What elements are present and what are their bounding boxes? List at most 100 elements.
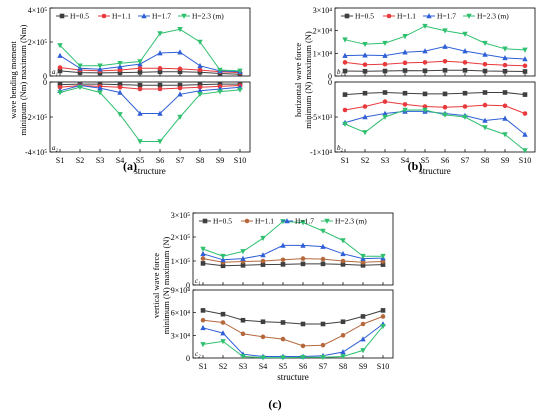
x-tick-label: S7 <box>461 156 469 165</box>
data-point <box>157 66 163 71</box>
x-tick-label: S1 <box>199 362 207 371</box>
x-tick-label: S3 <box>381 156 389 165</box>
data-point <box>402 34 408 40</box>
data-point <box>197 67 203 73</box>
legend-label: H=1.1 <box>112 12 131 21</box>
data-point <box>442 68 448 73</box>
data-point <box>502 132 508 138</box>
data-point <box>442 58 448 64</box>
data-point <box>117 70 123 75</box>
data-point <box>137 82 143 88</box>
data-point <box>280 320 286 325</box>
data-point <box>137 59 143 65</box>
data-point <box>522 56 528 62</box>
legend-label: H=1.1 <box>397 12 416 21</box>
x-tick-label: S6 <box>156 156 164 165</box>
data-point <box>462 114 468 120</box>
data-point <box>462 68 468 73</box>
data-point <box>360 253 366 260</box>
data-point <box>342 121 348 127</box>
data-point <box>177 66 183 72</box>
data-point <box>280 219 286 225</box>
data-point <box>220 339 226 345</box>
data-point <box>362 104 368 109</box>
data-point <box>177 91 183 97</box>
data-point <box>442 112 448 118</box>
data-point <box>200 324 206 331</box>
data-point <box>482 61 488 67</box>
data-point <box>177 82 183 88</box>
data-point <box>422 107 428 113</box>
data-point <box>117 84 123 90</box>
data-point <box>502 103 508 109</box>
series-line <box>202 220 383 257</box>
plot-c-bottom: 0 3×10⁴ 6×10⁴ 9×10⁴ S1 S2 S3 S4 S5 S6 S7 S8 S9 S10 <box>171 286 394 371</box>
series-line <box>202 325 384 359</box>
data-point <box>320 261 326 267</box>
data-point <box>402 107 408 113</box>
plot-frame <box>334 7 536 77</box>
x-tick-label: S1 <box>56 156 64 165</box>
legend-marker <box>181 13 187 19</box>
data-point <box>137 110 143 116</box>
sub-label-bottom: a₂ <box>52 144 59 152</box>
data-point <box>177 85 183 91</box>
data-point <box>237 68 243 74</box>
data-point <box>340 319 346 325</box>
data-point <box>97 90 103 96</box>
data-point <box>362 52 368 58</box>
y-tick-label: 0 <box>186 354 190 363</box>
data-point <box>220 256 226 263</box>
data-point <box>320 321 326 327</box>
data-point <box>382 40 388 47</box>
panel-caption: (b) <box>408 159 423 173</box>
data-point <box>402 68 408 73</box>
data-point <box>482 90 488 95</box>
data-point <box>442 91 448 97</box>
y-tick-label: 3×10⁴ <box>313 6 333 15</box>
data-point <box>340 354 346 360</box>
series-line <box>59 70 241 75</box>
data-point <box>482 51 488 57</box>
data-point <box>200 317 206 323</box>
legend: H=0.5 H=1.1 H=1.7 H=2.3 (m) <box>199 217 367 226</box>
data-point <box>342 52 348 58</box>
sub-label-top: a₁ <box>52 68 58 76</box>
data-point <box>220 311 226 317</box>
data-point <box>260 319 266 325</box>
data-point <box>97 85 103 91</box>
data-point <box>117 63 123 69</box>
data-point <box>482 117 488 123</box>
data-point <box>220 330 226 336</box>
x-tick-label: S2 <box>361 156 369 165</box>
x-tick-label: S6 <box>441 156 449 165</box>
data-point <box>380 262 386 267</box>
data-point <box>380 314 386 319</box>
data-point <box>197 39 203 45</box>
y-axis-label-line1: vertical wave force <box>151 253 161 318</box>
data-point <box>177 26 183 33</box>
data-point <box>482 40 488 47</box>
x-tick-label: S3 <box>96 156 104 165</box>
data-point <box>217 67 223 73</box>
data-point <box>362 68 368 74</box>
data-point <box>502 90 508 95</box>
data-point <box>240 331 246 337</box>
data-point <box>220 320 226 325</box>
data-point <box>522 111 528 116</box>
data-point <box>340 262 346 267</box>
data-point <box>117 112 123 118</box>
data-point <box>402 49 408 55</box>
legend-label: H=0.5 <box>213 217 232 226</box>
series-line <box>59 84 241 114</box>
data-point <box>57 84 63 90</box>
y-tick-label: 0 <box>186 281 190 290</box>
data-point <box>422 91 428 97</box>
data-point <box>300 261 306 267</box>
data-point <box>200 250 206 257</box>
x-tick-label: S1 <box>341 156 349 165</box>
data-point <box>320 354 326 361</box>
series-line <box>59 86 241 142</box>
y-tick-label: 2×10⁴ <box>313 27 333 36</box>
x-tick-label: S8 <box>196 156 204 165</box>
